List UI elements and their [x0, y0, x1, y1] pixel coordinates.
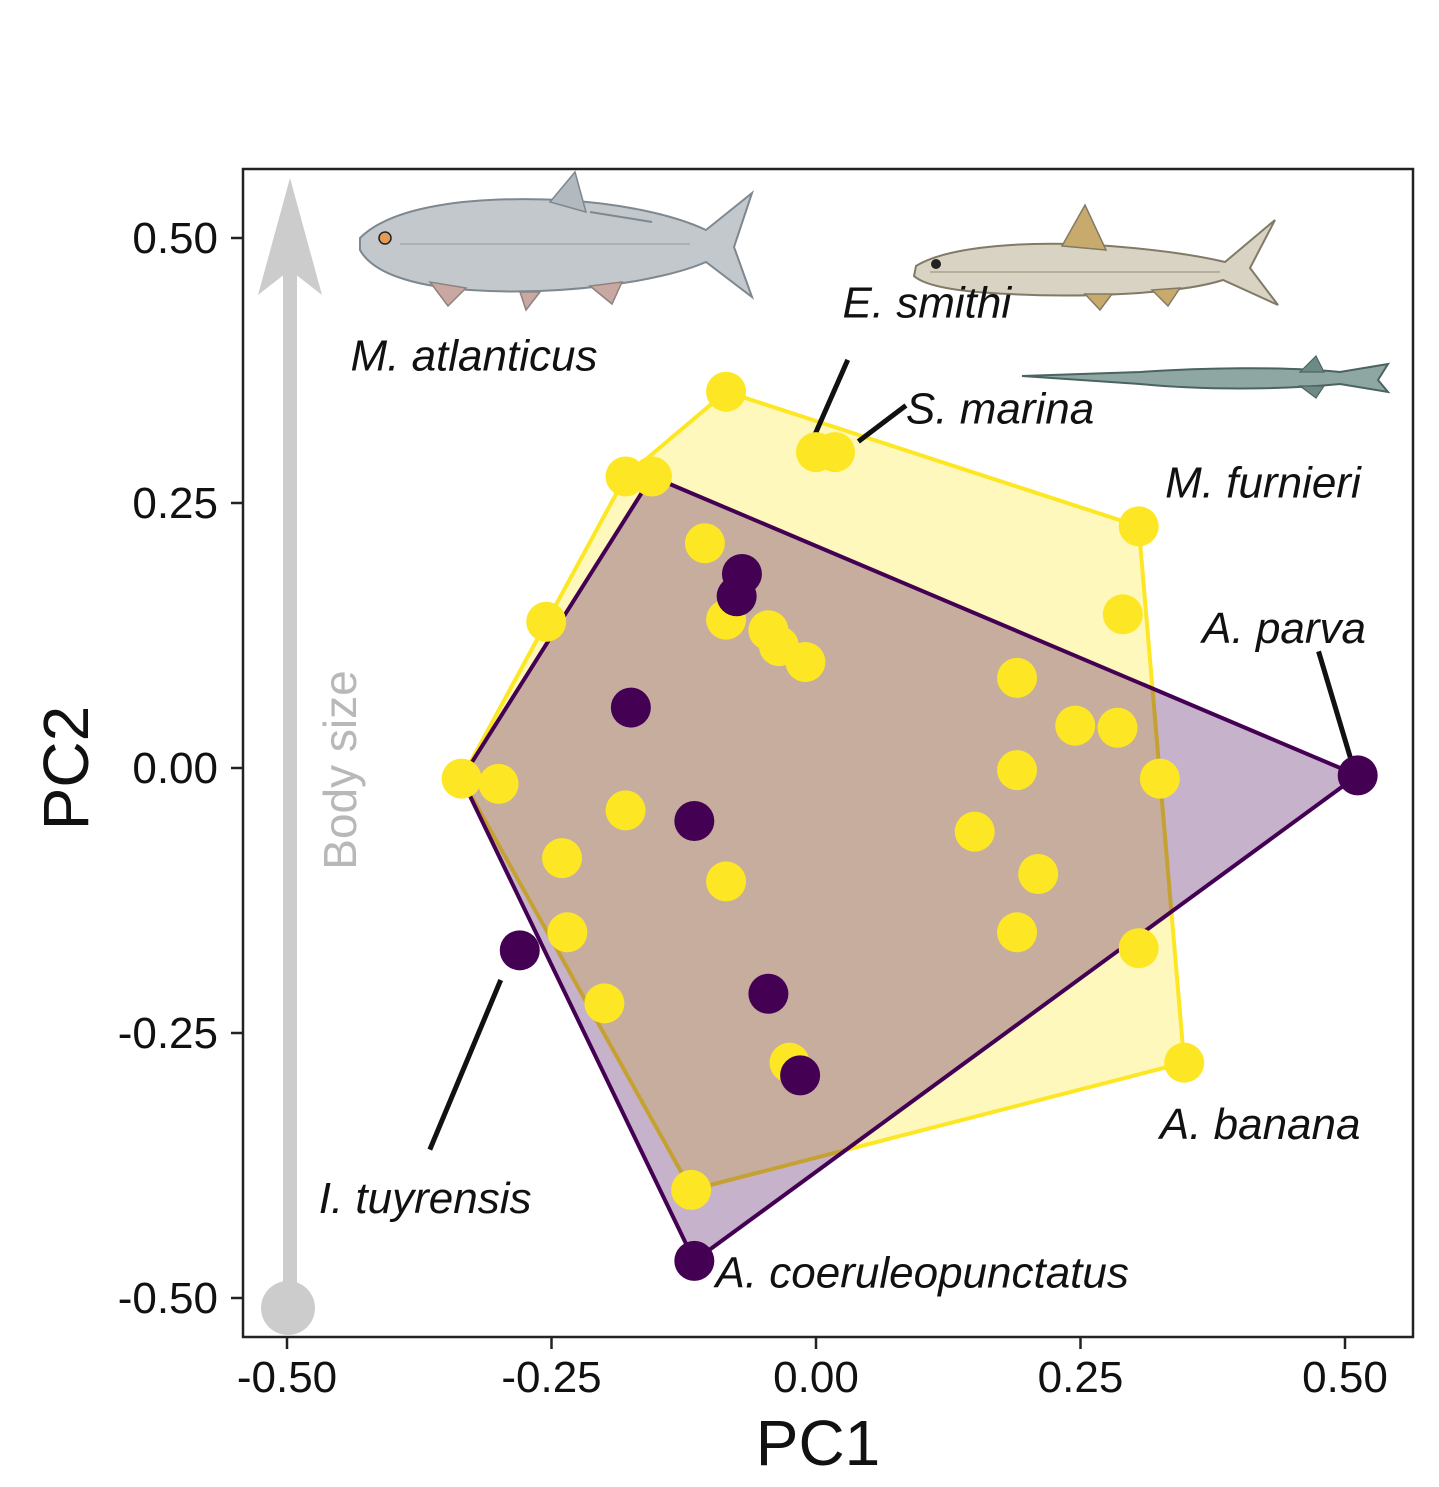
points-layer [441, 371, 1378, 1281]
point-series-2-9 [674, 1240, 715, 1281]
point-series-1-24 [706, 861, 747, 902]
leader-line-7 [427, 979, 504, 1151]
point-series-1-16 [1097, 707, 1138, 748]
point-series-1-8 [526, 601, 567, 642]
plot-panel-border [241, 167, 1415, 1339]
point-series-1-32 [671, 1169, 712, 1210]
point-series-1-29 [584, 983, 625, 1024]
body-size-arrow-origin [261, 1281, 315, 1335]
leader-line-2 [810, 358, 851, 441]
point-series-2-3 [610, 687, 651, 728]
hull-layer [459, 389, 1360, 1263]
point-series-2-7 [748, 973, 789, 1014]
x-tick-label: 0.25 [1038, 1353, 1124, 1402]
x-tick-label: 0.00 [773, 1353, 859, 1402]
point-series-1-6 [1118, 506, 1159, 547]
point-series-2-6 [499, 930, 540, 971]
point-series-1-27 [997, 912, 1038, 953]
point-series-2-8 [780, 1055, 821, 1096]
fish-illustrations [359, 170, 1391, 399]
body-size-arrow: Body size [258, 178, 366, 1335]
y-tick-label: 0.00 [132, 744, 218, 793]
species-label-8: A. coeruleopunctatus [712, 1248, 1128, 1297]
species-label-7: I. tuyrensis [319, 1174, 532, 1223]
point-series-1-28 [1118, 928, 1159, 969]
annotation-labels: M. atlanticus E. smithi S. marina M. furnie… [319, 279, 1366, 1298]
point-series-2-5 [1337, 755, 1378, 796]
y-axis-title: PC2 [30, 706, 102, 831]
bonefish-illustration [912, 203, 1279, 312]
annotation-leader-lines [427, 358, 1353, 1151]
point-series-1-12 [785, 642, 826, 682]
tarpon-fish-illustration [359, 170, 755, 312]
x-tick-label: 0.50 [1302, 1353, 1388, 1402]
species-label-5: A. parva [1199, 604, 1366, 653]
leader-line-5 [1316, 650, 1353, 759]
y-tick-label: 0.25 [132, 479, 218, 528]
point-series-1-7 [684, 523, 725, 564]
point-series-1-5 [815, 432, 856, 473]
point-series-1-15 [1055, 705, 1096, 746]
x-axis: -0.50 -0.25 0.00 0.25 0.50 [237, 1337, 1388, 1402]
body-size-label: Body size [314, 670, 366, 869]
point-series-1-18 [478, 763, 519, 804]
species-label-4: M. furnieri [1165, 459, 1362, 508]
point-series-1-14 [997, 657, 1038, 698]
x-tick-label: -0.25 [501, 1353, 601, 1402]
point-series-1-25 [1018, 854, 1059, 894]
needlefish-illustration [1021, 354, 1391, 399]
y-tick-label: -0.50 [118, 1274, 218, 1323]
species-label-2: E. smithi [842, 279, 1012, 328]
point-series-1-31 [1164, 1042, 1205, 1083]
point-series-1-13 [1102, 594, 1143, 635]
point-series-1-3 [605, 456, 646, 497]
point-series-2-4 [674, 801, 715, 841]
body-size-arrowhead [258, 178, 322, 295]
point-series-1-17 [441, 758, 482, 799]
point-series-1-21 [605, 790, 646, 831]
point-series-1-20 [1139, 758, 1180, 799]
point-series-1-22 [954, 811, 995, 852]
point-series-2-2 [716, 576, 757, 617]
species-label-6: A. banana [1157, 1100, 1361, 1149]
point-series-1-19 [997, 750, 1038, 791]
point-series-1-23 [542, 838, 583, 879]
leader-line-3 [856, 403, 908, 444]
species-label-1: M. atlanticus [350, 332, 597, 381]
point-series-1-26 [547, 912, 588, 953]
x-tick-label: -0.50 [237, 1353, 337, 1402]
species-label-3: S. marina [906, 385, 1094, 434]
y-tick-label: -0.25 [118, 1009, 218, 1058]
x-axis-title: PC1 [756, 1407, 881, 1479]
point-series-1-1 [706, 371, 747, 412]
y-tick-label: 0.50 [132, 214, 218, 263]
y-axis: -0.50 -0.25 0.00 0.25 0.50 [118, 214, 243, 1323]
